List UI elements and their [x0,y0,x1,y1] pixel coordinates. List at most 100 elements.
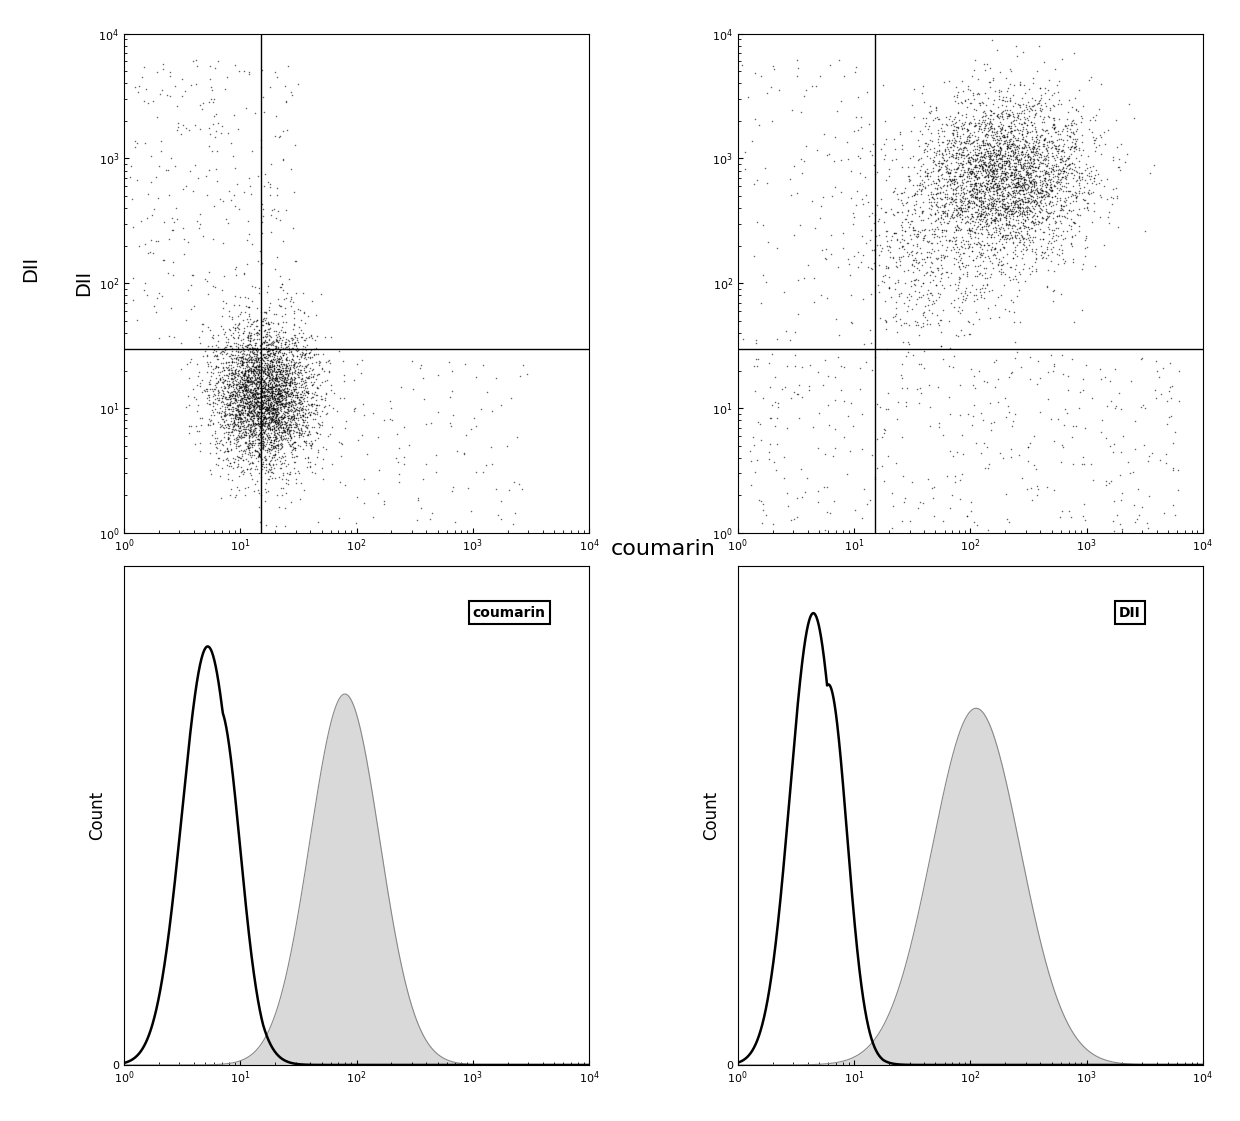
Point [1023,207,1043,225]
Point [231,390,250,408]
Point [878,447,898,465]
Point [304,365,324,383]
Point [1075,192,1095,210]
Point [942,124,962,142]
Point [940,176,960,194]
Point [983,123,1003,141]
Point [234,374,254,392]
Point [988,149,1008,167]
Point [461,502,481,520]
Point [976,172,996,189]
Point [239,372,259,390]
Point [227,430,247,448]
Point [966,187,986,205]
Point [233,398,253,416]
Point [273,381,293,399]
Point [242,396,262,414]
Point [259,408,279,426]
Point [1001,167,1021,185]
Point [243,362,263,380]
Point [951,213,971,231]
Point [246,434,265,452]
Point [992,106,1012,124]
Point [403,380,423,398]
Point [986,148,1006,166]
Point [971,205,991,223]
Point [981,167,1001,185]
Point [190,120,210,138]
Point [951,294,971,312]
Point [458,479,477,497]
Point [221,389,241,407]
Point [910,197,930,215]
Point [991,139,1011,157]
Point [942,229,962,247]
Point [262,352,281,370]
Point [1028,151,1048,169]
Point [238,389,258,407]
Point [246,386,265,404]
Point [149,157,169,175]
Point [273,377,293,395]
Point [966,166,986,184]
Point [1049,174,1069,192]
Point [244,325,264,343]
Point [909,137,929,155]
Point [265,333,285,351]
Point [232,397,252,415]
Point [950,111,970,129]
Point [272,460,291,478]
Point [257,282,277,300]
Point [1014,138,1034,156]
Point [954,152,973,170]
Point [1012,182,1032,200]
Point [883,308,903,326]
Point [306,391,326,409]
Point [1056,122,1076,140]
Point [259,315,279,333]
Point [914,230,934,248]
Point [296,355,316,373]
Point [1060,140,1080,158]
Point [285,328,305,346]
Point [260,401,280,419]
Point [1055,167,1075,185]
Point [312,438,332,456]
Point [254,372,274,390]
Point [807,141,827,159]
Point [257,343,277,361]
Point [769,395,789,413]
Point [254,333,274,351]
Point [264,399,284,417]
Point [239,351,259,369]
Point [982,281,1002,299]
Point [258,396,278,414]
Point [275,371,295,389]
Point [1058,138,1078,156]
Point [965,513,985,531]
Point [192,408,212,426]
Point [259,416,279,434]
Point [1014,233,1034,251]
Point [269,380,289,398]
Point [275,429,295,447]
Point [250,393,270,411]
Point [952,254,972,272]
Point [954,175,973,193]
Point [992,194,1012,212]
Point [268,396,288,414]
Point [942,170,962,188]
Point [978,521,998,539]
Point [281,345,301,363]
Point [1022,143,1042,161]
Point [1044,355,1064,373]
Point [1006,177,1025,195]
Point [273,425,293,443]
Point [273,391,293,409]
Point [254,339,274,356]
Point [234,426,254,444]
Point [277,419,296,437]
Point [403,352,423,370]
Point [259,428,279,446]
Point [918,166,937,184]
